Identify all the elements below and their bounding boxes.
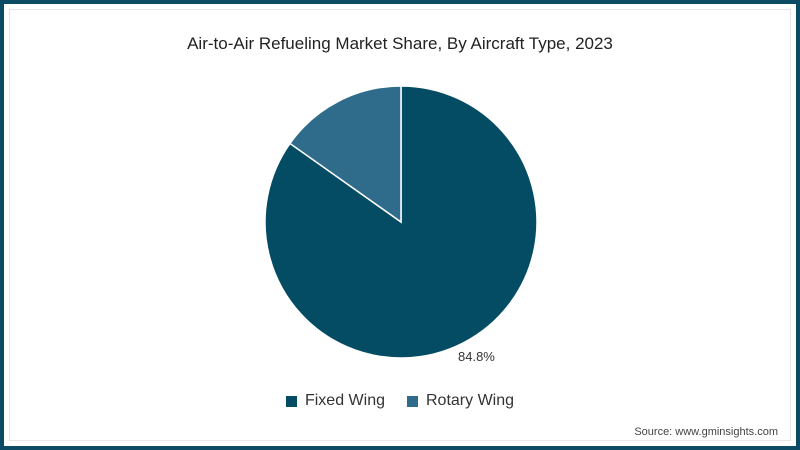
legend-item-rotary-wing[interactable]: Rotary Wing [407, 392, 514, 410]
rotary-wing-swatch-icon [407, 395, 418, 407]
legend-label: Fixed Wing [304, 392, 385, 409]
source-text: Source: www.gminsights.com [634, 426, 778, 438]
pie-slice-rotary-wing[interactable] [288, 85, 402, 224]
legend-label: Rotary Wing [426, 392, 515, 409]
chart-title: Air-to-Air Refueling Market Share, By Ai… [187, 34, 613, 53]
chart-inner-border [9, 9, 791, 441]
legend-item-fixed-wing[interactable]: Fixed Wing [285, 392, 385, 410]
fixed-wing-data-label: 84.8% [458, 349, 495, 364]
fixed-wing-swatch-icon [285, 395, 297, 407]
legend: Fixed Wing Rotary Wing [0, 392, 800, 410]
